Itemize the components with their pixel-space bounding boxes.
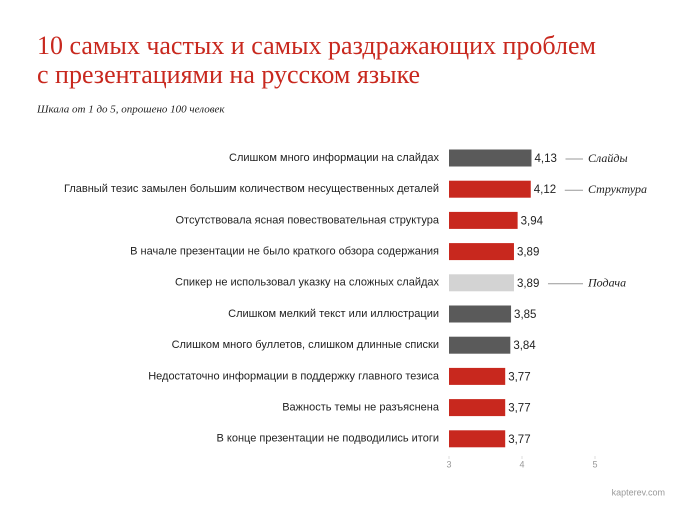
value-label: 4,12 bbox=[534, 184, 556, 196]
value-label: 3,77 bbox=[508, 371, 530, 383]
category-label: В начале презентации не было краткого об… bbox=[130, 246, 439, 258]
bar bbox=[449, 399, 506, 417]
chart-subtitle: Шкала от 1 до 5, опрошено 100 человек bbox=[36, 104, 225, 116]
bar bbox=[449, 180, 531, 198]
chart-title: 10 самых частых и самых раздражающих про… bbox=[37, 31, 596, 60]
value-label: 3,77 bbox=[508, 434, 530, 446]
category-label: Главный тезис замылен большим количество… bbox=[64, 183, 439, 195]
bar bbox=[449, 305, 512, 323]
source: kapterev.com bbox=[612, 487, 665, 497]
bar bbox=[449, 243, 514, 261]
category-label: В конце презентации не подводились итоги bbox=[217, 433, 439, 445]
value-label: 4,13 bbox=[534, 153, 556, 165]
category-label: Слишком много буллетов, слишком длинные … bbox=[172, 339, 439, 351]
value-label: 3,85 bbox=[514, 309, 536, 321]
value-label: 3,77 bbox=[508, 403, 530, 415]
x-tick-label: 4 bbox=[519, 459, 524, 469]
bar bbox=[449, 430, 506, 448]
category-label: Слишком много информации на слайдах bbox=[229, 152, 439, 164]
value-label: 3,94 bbox=[521, 215, 544, 227]
bar bbox=[449, 211, 518, 229]
x-tick-label: 5 bbox=[592, 459, 597, 469]
category-label: Слишком мелкий текст или иллюстрации bbox=[228, 308, 439, 320]
value-label: 3,84 bbox=[513, 340, 536, 352]
annotation: Слайды bbox=[588, 151, 628, 165]
category-label: Важность темы не разъяснена bbox=[282, 402, 440, 414]
annotation: Подача bbox=[587, 276, 626, 290]
x-tick-label: 3 bbox=[446, 459, 451, 469]
value-label: 3,89 bbox=[517, 278, 539, 290]
category-label: Недостаточно информации в поддержку глав… bbox=[148, 370, 440, 382]
bar bbox=[449, 274, 514, 292]
annotation: Структура bbox=[588, 182, 647, 196]
category-label: Спикер не использовал указку на сложных … bbox=[175, 277, 439, 289]
bar bbox=[449, 367, 506, 385]
bar bbox=[449, 336, 511, 354]
category-label: Отсутствовала ясная повествовательная ст… bbox=[175, 214, 439, 226]
value-label: 3,89 bbox=[517, 247, 539, 259]
bar bbox=[449, 149, 532, 167]
chart-title: с презентациями на русском языке bbox=[37, 60, 420, 89]
